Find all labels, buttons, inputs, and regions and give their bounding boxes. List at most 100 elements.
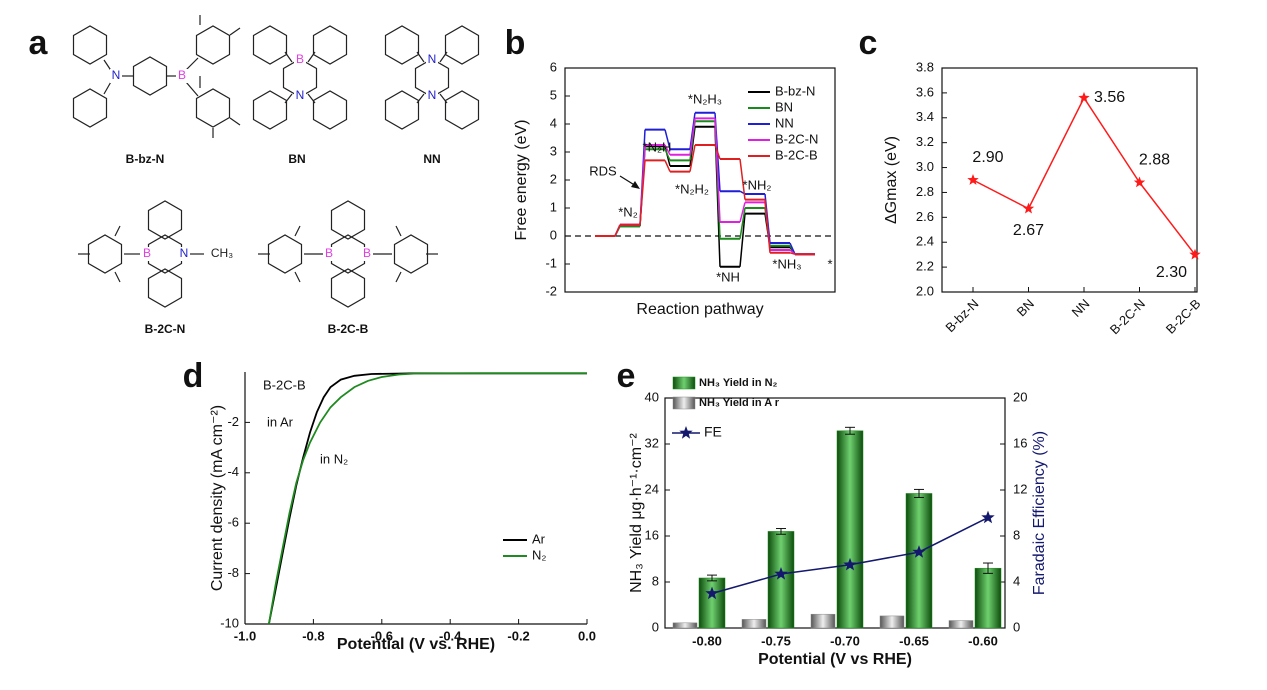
value-label: 2.90: [972, 149, 1003, 166]
error-bar: [776, 528, 786, 535]
value-label: 2.67: [1013, 222, 1044, 239]
molecule-name: B-2C-B: [328, 322, 369, 336]
star-marker: [912, 545, 926, 558]
molecule-name: B-2C-N: [145, 322, 186, 336]
bond: [307, 93, 316, 104]
ring: [393, 234, 429, 274]
x-tick-label: 0.0: [578, 628, 596, 643]
y-tick-label: 0: [1013, 619, 1020, 634]
error-bar: [845, 426, 855, 435]
axis-title: Free energy (eV): [513, 120, 530, 241]
connector: [739, 207, 746, 239]
connector: [689, 144, 696, 172]
x-tick-label: -1.0: [234, 628, 256, 643]
connector: [639, 160, 646, 225]
atom-label: B: [363, 246, 371, 260]
star-marker: [967, 174, 979, 185]
axis-title: NH₃ Yield μg·h⁻¹·cm⁻²: [628, 432, 645, 592]
annotation: *N₂H₂: [675, 181, 709, 196]
ring: [87, 234, 123, 274]
atom-bg: [426, 53, 438, 67]
y-tick-label: 5: [550, 87, 557, 102]
bar: [767, 531, 795, 629]
y-tick-label: -10: [220, 615, 239, 630]
bar: [836, 430, 864, 629]
legend-label: NH₃ Yield in A r: [699, 397, 780, 409]
atom-bg: [141, 247, 153, 261]
connector: [689, 112, 696, 150]
bar: [879, 615, 905, 629]
connector: [789, 252, 796, 255]
y-tick-label: 24: [645, 481, 659, 496]
ring: [444, 25, 480, 65]
y-tick-label: 8: [1013, 527, 1020, 542]
annotation: B-2C-B: [263, 377, 306, 392]
ring: [330, 268, 366, 308]
annotation: *NH: [716, 269, 740, 284]
y-tick-label: 32: [645, 435, 659, 450]
value-label: 3.56: [1094, 89, 1125, 106]
connector: [714, 118, 721, 223]
y-tick-label: 2.6: [916, 209, 934, 224]
y-tick-label: 6: [550, 59, 557, 74]
connector: [764, 199, 771, 253]
panel-label: c: [859, 24, 878, 62]
error-bar: [707, 574, 717, 582]
bond: [416, 51, 425, 63]
y-tick-label: -2: [545, 283, 557, 298]
connector: [739, 202, 746, 223]
atom-label: B: [143, 246, 151, 260]
atom-label: B: [178, 68, 186, 82]
annotation: in N₂: [320, 451, 348, 466]
star-marker: [705, 586, 719, 600]
y-tick-label: 4: [1013, 573, 1020, 588]
rds-arrow-head: [631, 181, 640, 189]
axis-title: Current density (mA cm⁻²): [209, 405, 226, 591]
bond: [114, 271, 121, 283]
connector: [789, 242, 796, 255]
x-tick-label: -0.8: [302, 628, 324, 643]
x-tick-label: -0.70: [830, 633, 860, 648]
x-tick-label: -0.6: [371, 628, 393, 643]
x-tick-label: -0.80: [692, 633, 722, 648]
plot-frame: [941, 67, 1198, 293]
error-bar: [983, 562, 993, 574]
atom-label: N: [428, 52, 437, 66]
annotation: *NH₃: [772, 256, 801, 271]
bond: [294, 225, 301, 237]
connector: [664, 129, 671, 150]
bond: [416, 93, 425, 104]
atom-label: N: [180, 246, 189, 260]
iv-curve: [268, 372, 587, 625]
star-marker: [1078, 91, 1090, 103]
ring: [330, 234, 366, 274]
legend-label: B-2C-N: [775, 131, 818, 146]
legend-label: B-2C-B: [775, 147, 818, 162]
iv-curve: [268, 372, 587, 625]
y-tick-label: 2.4: [916, 234, 934, 249]
bond: [114, 225, 121, 237]
y-tick-label: 3.2: [916, 134, 934, 149]
x-tick-label: -0.2: [507, 628, 529, 643]
y-tick-label: 0: [652, 619, 659, 634]
x-tick-label: -0.75: [761, 633, 791, 648]
x-tick-label: -0.60: [968, 633, 998, 648]
star-marker: [981, 510, 995, 524]
connector: [664, 160, 671, 172]
bond: [395, 271, 402, 283]
axis-title: Potential (V vs. RHE): [337, 636, 495, 653]
error-bar: [914, 488, 924, 498]
molecule-name: NN: [423, 152, 440, 166]
star-marker: [1189, 248, 1201, 260]
y-tick-label: 16: [645, 527, 659, 542]
axis-title: Faradaic Efficiency (%): [1031, 431, 1048, 595]
atom-label: N: [428, 88, 437, 102]
bond: [395, 225, 402, 237]
y-tick-label: 2.2: [916, 259, 934, 274]
molecule-name: BN: [288, 152, 305, 166]
y-tick-label: 16: [1013, 435, 1027, 450]
bond: [439, 51, 448, 63]
ring: [252, 25, 288, 65]
y-tick-label: 3.8: [916, 59, 934, 74]
